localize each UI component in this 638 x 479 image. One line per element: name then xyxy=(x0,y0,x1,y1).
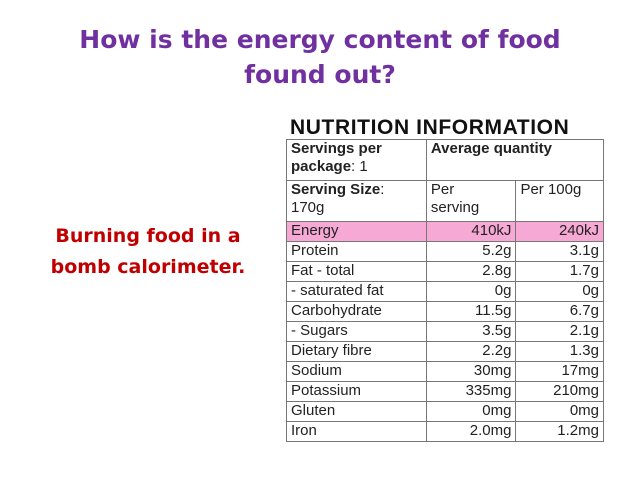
serving-size-colon: : xyxy=(380,181,385,198)
per-serving-value: 0mg xyxy=(425,401,517,422)
servings-label-cell: Servings per package: 1 xyxy=(286,139,427,181)
per-serving-value: 410kJ xyxy=(425,221,517,242)
average-quantity-header: Average quantity xyxy=(425,139,605,181)
per-serving-header: Per serving xyxy=(425,180,517,222)
nutrient-name: - Sugars xyxy=(286,321,427,342)
nutrient-row-energy: Energy 410kJ 240kJ xyxy=(286,221,604,242)
slide-title: How is the energy content of food found … xyxy=(40,22,600,92)
per-serving-value: 5.2g xyxy=(425,241,517,262)
nutrient-name: Energy xyxy=(286,221,427,242)
per-serving-value: 30mg xyxy=(425,361,517,382)
nutrient-row-saturated-fat: - saturated fat 0g 0g xyxy=(286,281,604,302)
per-100g-value: 240kJ xyxy=(515,221,604,242)
serving-size-value: 170g xyxy=(291,199,325,216)
nutrient-row-dietary-fibre: Dietary fibre 2.2g 1.3g xyxy=(286,341,604,362)
per-100g-value: 6.7g xyxy=(515,301,604,322)
nutrient-name: Iron xyxy=(286,421,427,442)
per-serving-value: 2.2g xyxy=(425,341,517,362)
per-serving-line-1: Per xyxy=(430,181,455,198)
per-100g-value: 0mg xyxy=(515,401,604,422)
per-100g-value: 17mg xyxy=(515,361,604,382)
per-100g-value: 1.7g xyxy=(515,261,604,282)
nutrient-row-sodium: Sodium 30mg 17mg xyxy=(286,361,604,382)
nutrient-name: Dietary fibre xyxy=(286,341,427,362)
servings-line-2: package: 1 xyxy=(291,158,422,176)
nutrient-row-potassium: Potassium 335mg 210mg xyxy=(286,381,604,402)
nutrient-name: Fat - total xyxy=(286,261,427,282)
nutrient-name: Potassium xyxy=(286,381,427,402)
side-caption-line-2: bomb calorimeter. xyxy=(50,256,246,278)
nutrient-row-carbohydrate: Carbohydrate 11.5g 6.7g xyxy=(286,301,604,322)
serving-size-row: Serving Size: 170g Per serving Per 100g xyxy=(286,180,604,222)
side-caption: Burning food in a bomb calorimeter. xyxy=(34,221,262,283)
nutrition-panel-title: NUTRITION INFORMATION xyxy=(290,116,570,139)
per-serving-value: 3.5g xyxy=(425,321,517,342)
nutrient-row-iron: Iron 2.0mg 1.2mg xyxy=(286,421,604,442)
per-serving-value: 2.0mg xyxy=(425,421,517,442)
nutrient-name: Sodium xyxy=(286,361,427,382)
per-100g-value: 3.1g xyxy=(515,241,604,262)
nutrient-rows: Energy 410kJ 240kJ Protein 5.2g 3.1g Fat - tot… xyxy=(286,221,604,442)
nutrient-row-gluten: Gluten 0mg 0mg xyxy=(286,401,604,422)
per-serving-value: 0g xyxy=(425,281,517,302)
servings-row: Servings per package: 1 Average quantity xyxy=(286,139,605,181)
per-100g-value: 1.2mg xyxy=(515,421,604,442)
nutrient-row-fat-total: Fat - total 2.8g 1.7g xyxy=(286,261,604,282)
side-caption-line-1: Burning food in a xyxy=(55,225,241,247)
per-100g-value: 210mg xyxy=(515,381,604,402)
nutrient-name: Carbohydrate xyxy=(286,301,427,322)
per-100g-header: Per 100g xyxy=(515,180,604,222)
slide-title-line-2: found out? xyxy=(244,60,396,89)
nutrient-row-protein: Protein 5.2g 3.1g xyxy=(286,241,604,262)
per-serving-line-2: serving xyxy=(430,199,480,216)
nutrient-row-sugars: - Sugars 3.5g 2.1g xyxy=(286,321,604,342)
per-serving-value: 2.8g xyxy=(425,261,517,282)
per-100g-value: 0g xyxy=(515,281,604,302)
nutrient-name: - saturated fat xyxy=(286,281,427,302)
servings-label: Servings per xyxy=(291,140,382,157)
nutrient-name: Protein xyxy=(286,241,427,262)
per-100g-value: 2.1g xyxy=(515,321,604,342)
per-serving-value: 335mg xyxy=(425,381,517,402)
servings-label-2: package xyxy=(291,158,352,175)
serving-size-label: Serving Size xyxy=(291,181,381,198)
per-serving-value: 11.5g xyxy=(425,301,517,322)
nutrient-name: Gluten xyxy=(286,401,427,422)
slide-title-line-1: How is the energy content of food xyxy=(79,25,561,54)
nutrition-table: Servings per package: 1 Average quantity… xyxy=(286,139,605,442)
serving-size-line-1: Serving Size: xyxy=(291,181,422,199)
per-100g-value: 1.3g xyxy=(515,341,604,362)
servings-value: : 1 xyxy=(351,158,368,175)
serving-size-cell: Serving Size: 170g xyxy=(286,180,427,222)
